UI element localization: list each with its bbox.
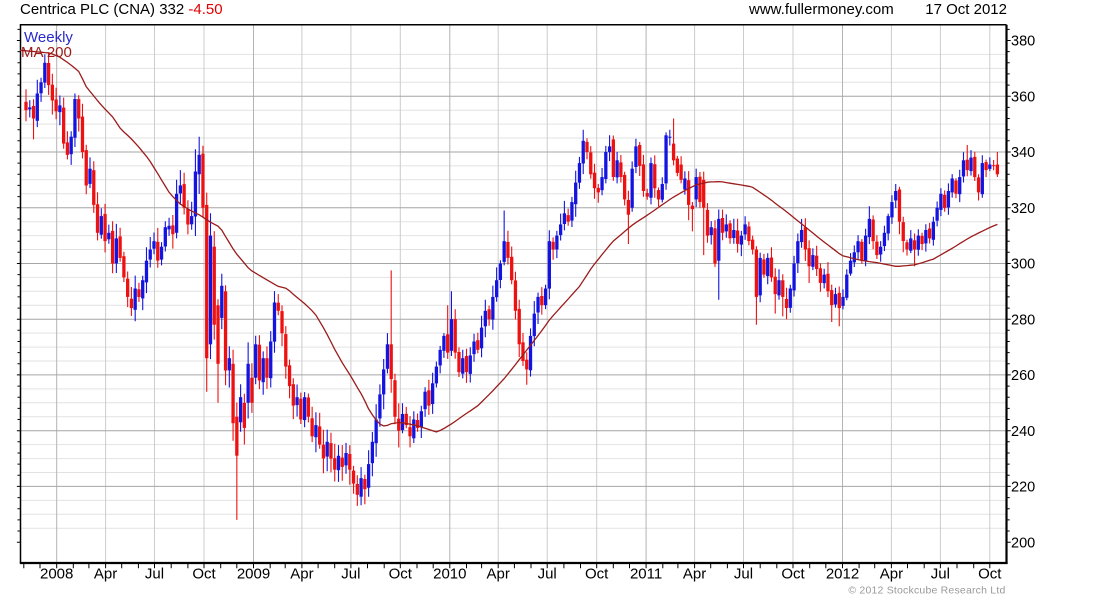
svg-text:Apr: Apr — [683, 566, 706, 583]
svg-text:2011: 2011 — [630, 566, 662, 583]
svg-text:Centrica PLC (CNA) 332 -4.50: Centrica PLC (CNA) 332 -4.50 — [20, 1, 223, 18]
svg-text:Oct: Oct — [781, 566, 805, 583]
svg-text:MA 200: MA 200 — [21, 44, 72, 61]
svg-text:260: 260 — [1011, 368, 1035, 384]
svg-text:Oct: Oct — [389, 566, 413, 583]
svg-text:Jul: Jul — [145, 566, 164, 583]
svg-text:300: 300 — [1011, 257, 1035, 273]
svg-text:220: 220 — [1011, 480, 1035, 496]
svg-text:240: 240 — [1011, 424, 1035, 440]
svg-text:2012: 2012 — [826, 566, 859, 583]
svg-text:Apr: Apr — [290, 566, 313, 583]
svg-text:Jul: Jul — [734, 566, 753, 583]
svg-text:380: 380 — [1011, 34, 1035, 50]
svg-text:Weekly: Weekly — [24, 29, 73, 46]
svg-text:Oct: Oct — [978, 566, 1002, 583]
svg-text:360: 360 — [1011, 89, 1035, 105]
svg-text:320: 320 — [1011, 201, 1035, 217]
svg-text:Apr: Apr — [487, 566, 510, 583]
svg-text:17 Oct 2012: 17 Oct 2012 — [925, 1, 1007, 18]
svg-text:© 2012 Stockcube Research Ltd: © 2012 Stockcube Research Ltd — [848, 585, 1005, 597]
svg-text:Oct: Oct — [192, 566, 216, 583]
svg-text:Jul: Jul — [538, 566, 557, 583]
svg-text:2008: 2008 — [40, 566, 73, 583]
svg-text:2009: 2009 — [237, 566, 270, 583]
svg-text:Jul: Jul — [341, 566, 360, 583]
svg-text:2010: 2010 — [433, 566, 466, 583]
svg-text:340: 340 — [1011, 145, 1035, 161]
svg-text:280: 280 — [1011, 312, 1035, 328]
svg-text:Apr: Apr — [94, 566, 117, 583]
svg-text:Apr: Apr — [880, 566, 903, 583]
svg-text:Oct: Oct — [585, 566, 609, 583]
svg-text:www.fullermoney.com: www.fullermoney.com — [748, 1, 894, 18]
svg-text:Jul: Jul — [931, 566, 950, 583]
svg-text:200: 200 — [1011, 535, 1035, 551]
